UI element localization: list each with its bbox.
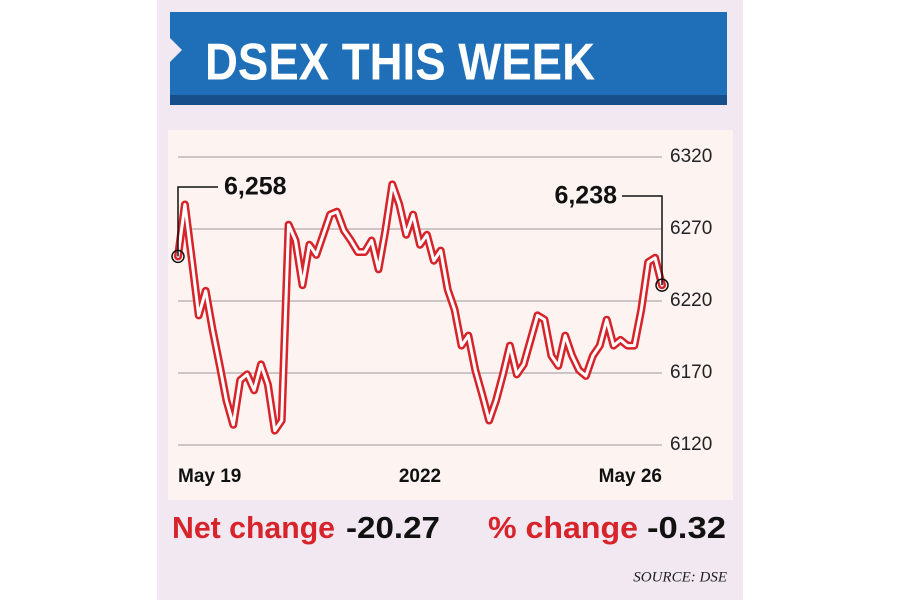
net-change-label: Net change <box>172 510 335 545</box>
source: SOURCE: DSE <box>633 569 727 585</box>
percent-change-label: % change <box>488 510 638 545</box>
title-banner <box>170 12 727 105</box>
y-tick-label: 6220 <box>670 290 712 311</box>
x-tick-label: May 26 <box>599 466 662 487</box>
x-tick-label: May 19 <box>178 466 241 487</box>
chart-title: DSEX THIS WEEK <box>205 34 595 92</box>
y-tick-label: 6170 <box>670 362 712 383</box>
y-tick-label: 6270 <box>670 218 712 239</box>
banner-stripe <box>170 95 727 105</box>
net-change-value: -20.27 <box>346 510 440 545</box>
x-tick-label: 2022 <box>399 466 441 487</box>
annotation: 6,258 <box>224 173 287 201</box>
callout-line <box>622 195 663 286</box>
y-tick-label: 6120 <box>670 434 712 455</box>
callout-line <box>177 186 218 257</box>
line-highlight <box>176 182 664 433</box>
endpoint <box>171 249 185 264</box>
y-tick-label: 6320 <box>670 146 712 167</box>
annotation: 6,238 <box>554 182 617 210</box>
banner-notch <box>170 38 182 62</box>
endpoint <box>655 278 669 292</box>
percent-change-value: -0.32 <box>647 510 726 545</box>
